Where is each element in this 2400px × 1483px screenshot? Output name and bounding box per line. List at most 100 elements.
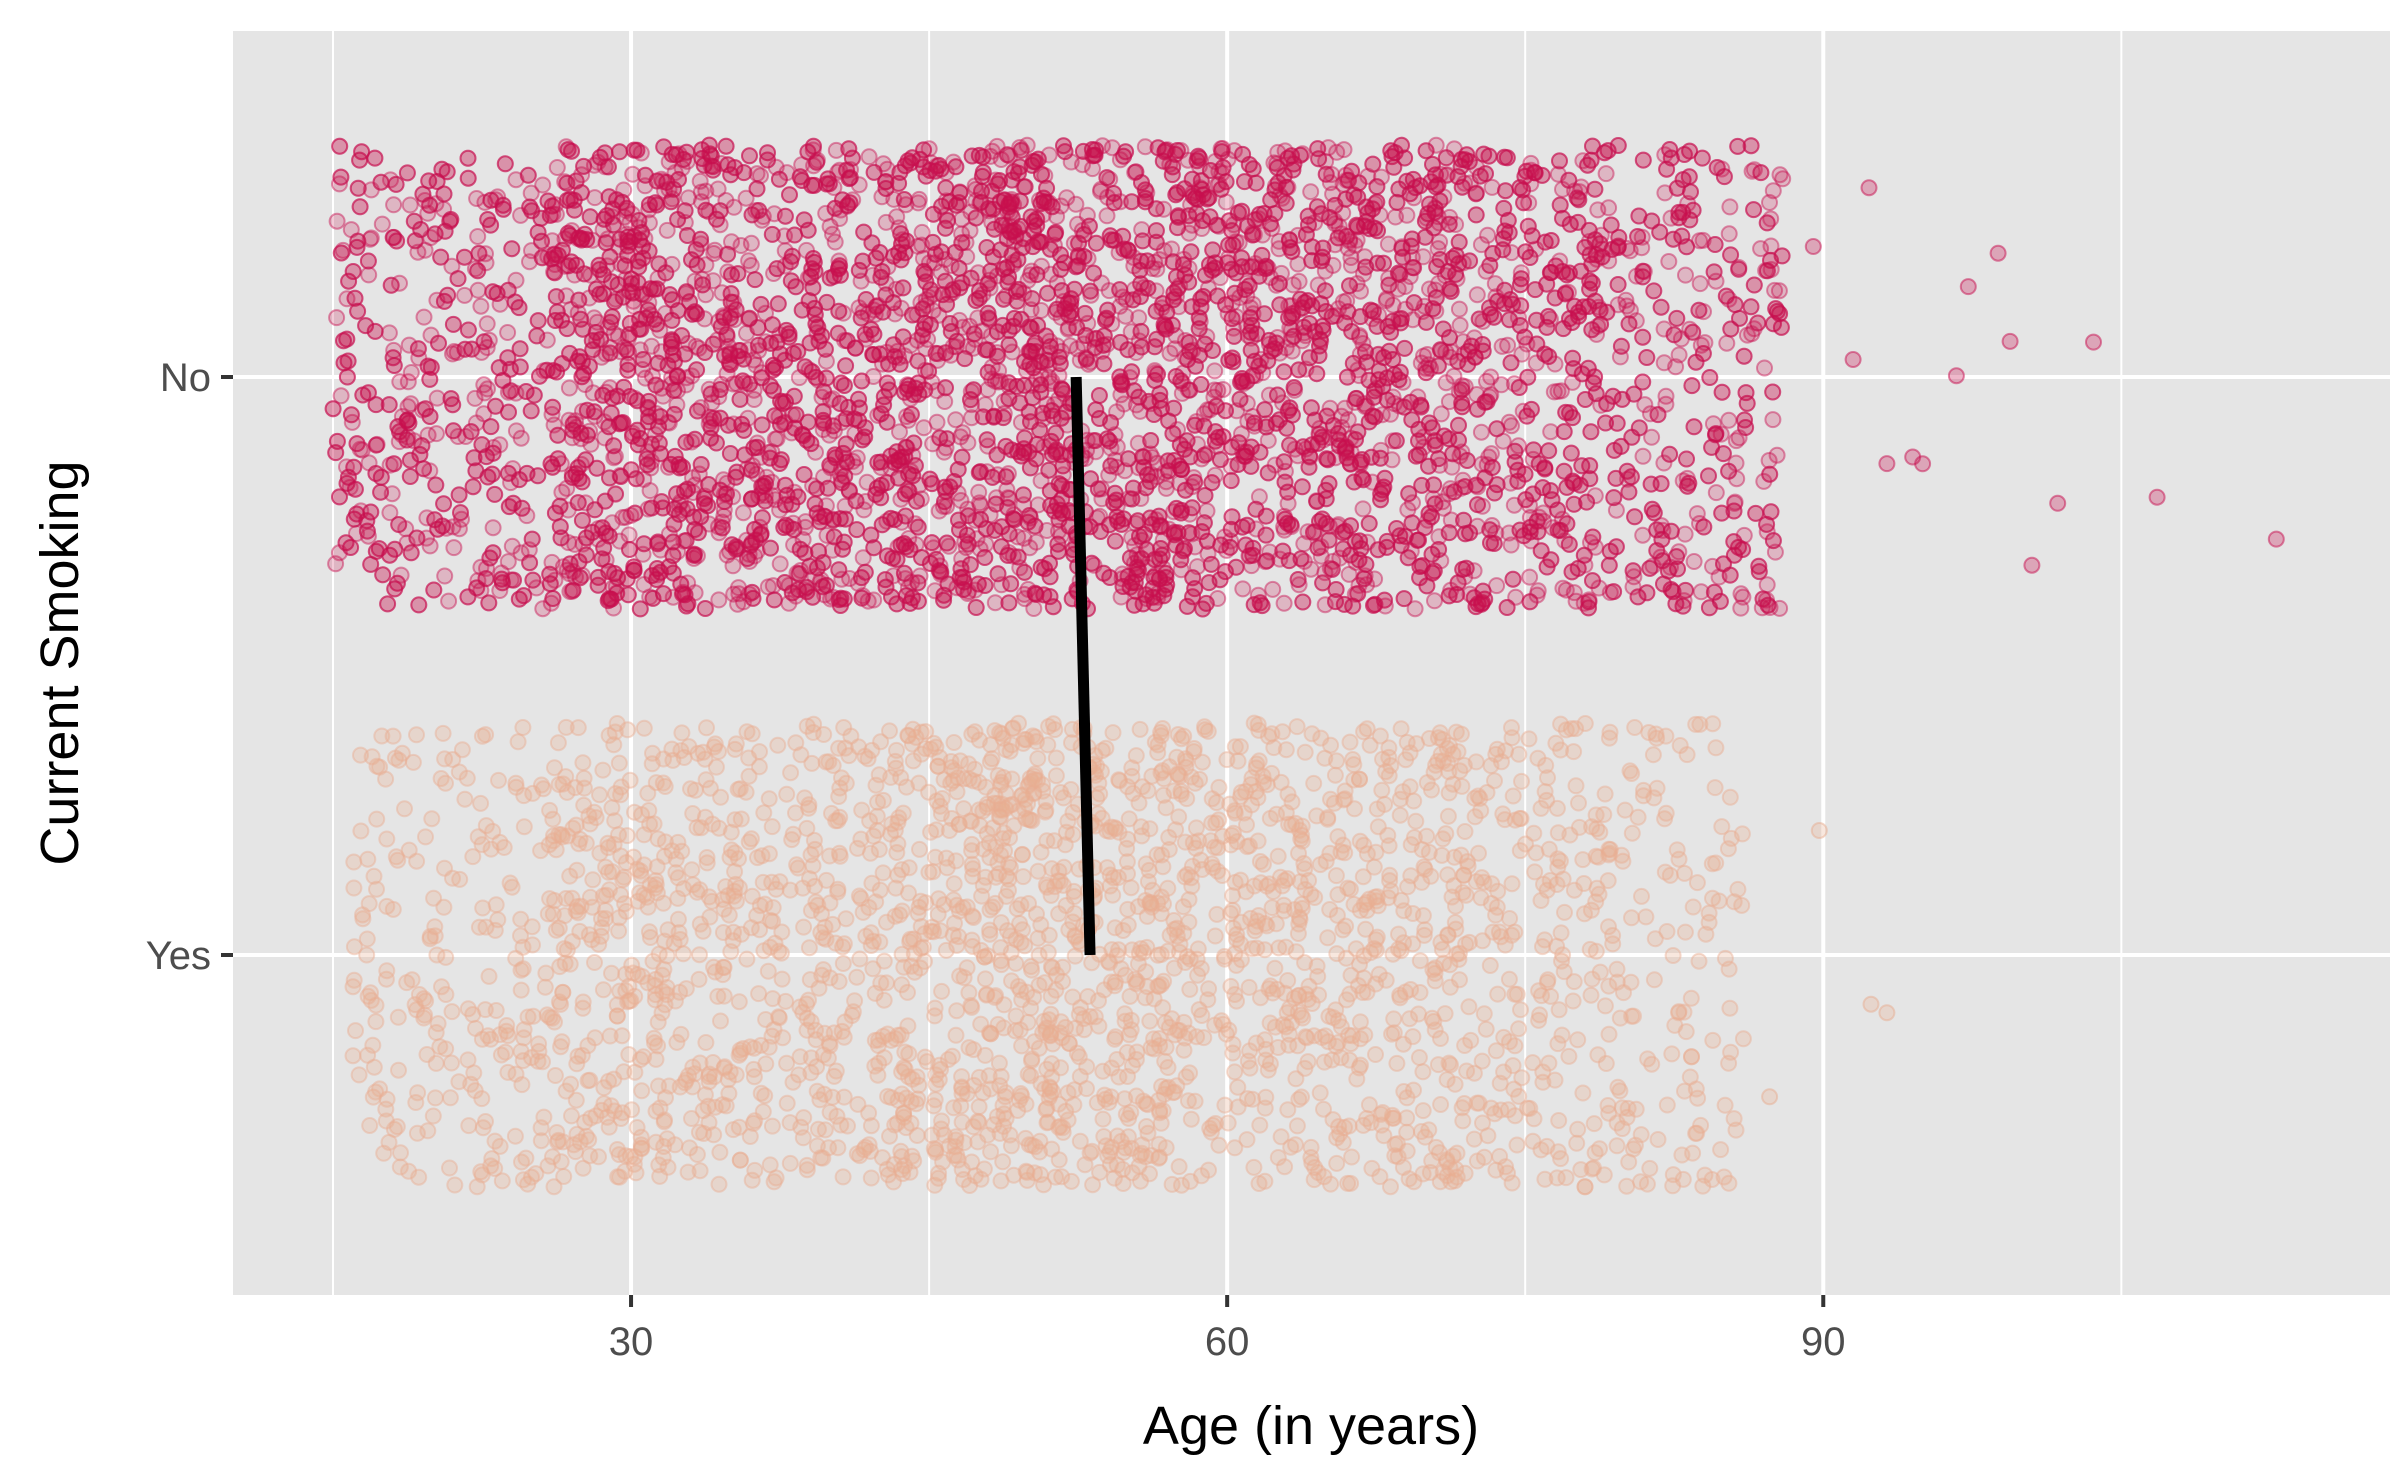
point-no [758,468,776,486]
point-no [1520,194,1538,212]
point-no [656,182,673,200]
point-no [745,391,763,408]
point-no [1324,256,1342,274]
point-no [379,595,397,613]
point-no [1306,523,1324,540]
point-no [1228,308,1245,326]
point-no [1762,261,1780,278]
point-no [349,302,367,320]
point-no [1415,438,1432,456]
point-no [372,468,390,486]
point-no [1088,509,1106,527]
point-no [1385,395,1403,413]
point-no [466,389,484,407]
point-no [472,297,490,315]
point-no [1238,274,1256,292]
point-no [427,425,445,443]
point-no [1270,240,1288,258]
point-no [1067,195,1085,213]
point-no [954,424,972,442]
point-no [1720,225,1738,243]
point-no [1427,289,1445,307]
point-no [937,379,954,397]
point-no [332,387,350,405]
point-no [507,171,525,189]
point-no [854,303,872,321]
point-no [660,458,677,476]
point-no [974,285,992,303]
point-no [1607,469,1625,487]
point-no [830,252,848,270]
point-no [1102,457,1120,475]
point-no [1377,292,1395,310]
point-no [1138,184,1156,202]
point-no [1472,423,1490,441]
point-no [1284,276,1302,294]
point-no [1762,237,1780,255]
point-no [953,225,971,243]
point-no [1250,259,1268,277]
point-no [902,462,920,480]
point-no [523,242,540,260]
point-no [913,223,931,241]
point-no [1437,374,1455,392]
point-no [1487,524,1505,542]
point-no [1270,275,1288,292]
point-no [1409,388,1427,406]
point-no [1184,184,1202,202]
point-no [757,333,775,351]
point-no [895,191,913,208]
point-no [1111,151,1129,169]
point-no [1714,445,1732,463]
point-no [1141,445,1159,463]
point-no [1551,521,1569,539]
point-no [745,351,763,369]
point-no [788,564,806,582]
point-no [1592,226,1610,244]
point-no [1230,234,1248,252]
point-no [1267,276,1285,294]
point-no [599,158,617,176]
point-no [1241,547,1259,565]
point-no [1265,154,1283,172]
point-no [709,180,727,198]
point-no [953,210,971,228]
point-no [988,137,1006,155]
point-no [1041,344,1059,362]
point-no [1272,264,1290,282]
point-no [641,588,659,606]
point-no [1179,151,1197,169]
point-no [1209,590,1227,607]
point-no [1323,560,1341,578]
point-no [1275,594,1293,612]
point-no [1773,247,1791,265]
point-no [1527,240,1545,258]
point-no [993,576,1010,594]
point-no [630,219,648,237]
point-no [443,257,461,275]
point-no [740,310,758,328]
point-no [937,207,955,224]
point-no [1023,262,1041,280]
point-no [1706,236,1724,253]
point-no [634,361,651,378]
point-no [947,411,965,429]
point-no [621,214,639,232]
point-no [1092,182,1109,200]
point-no [1364,155,1382,173]
point-no [1568,189,1586,207]
point-no [740,545,758,563]
point-no [604,579,622,597]
point-no [1247,174,1265,192]
point-no [951,183,969,201]
point-no [1259,432,1277,449]
point-no [936,393,954,410]
point-no [850,299,868,317]
point-no [1726,296,1744,314]
point-no [1655,454,1673,472]
point-no [1094,137,1111,155]
point-no [499,324,517,341]
point-no [1764,182,1782,200]
point-no [853,589,871,607]
point-no [738,324,755,342]
